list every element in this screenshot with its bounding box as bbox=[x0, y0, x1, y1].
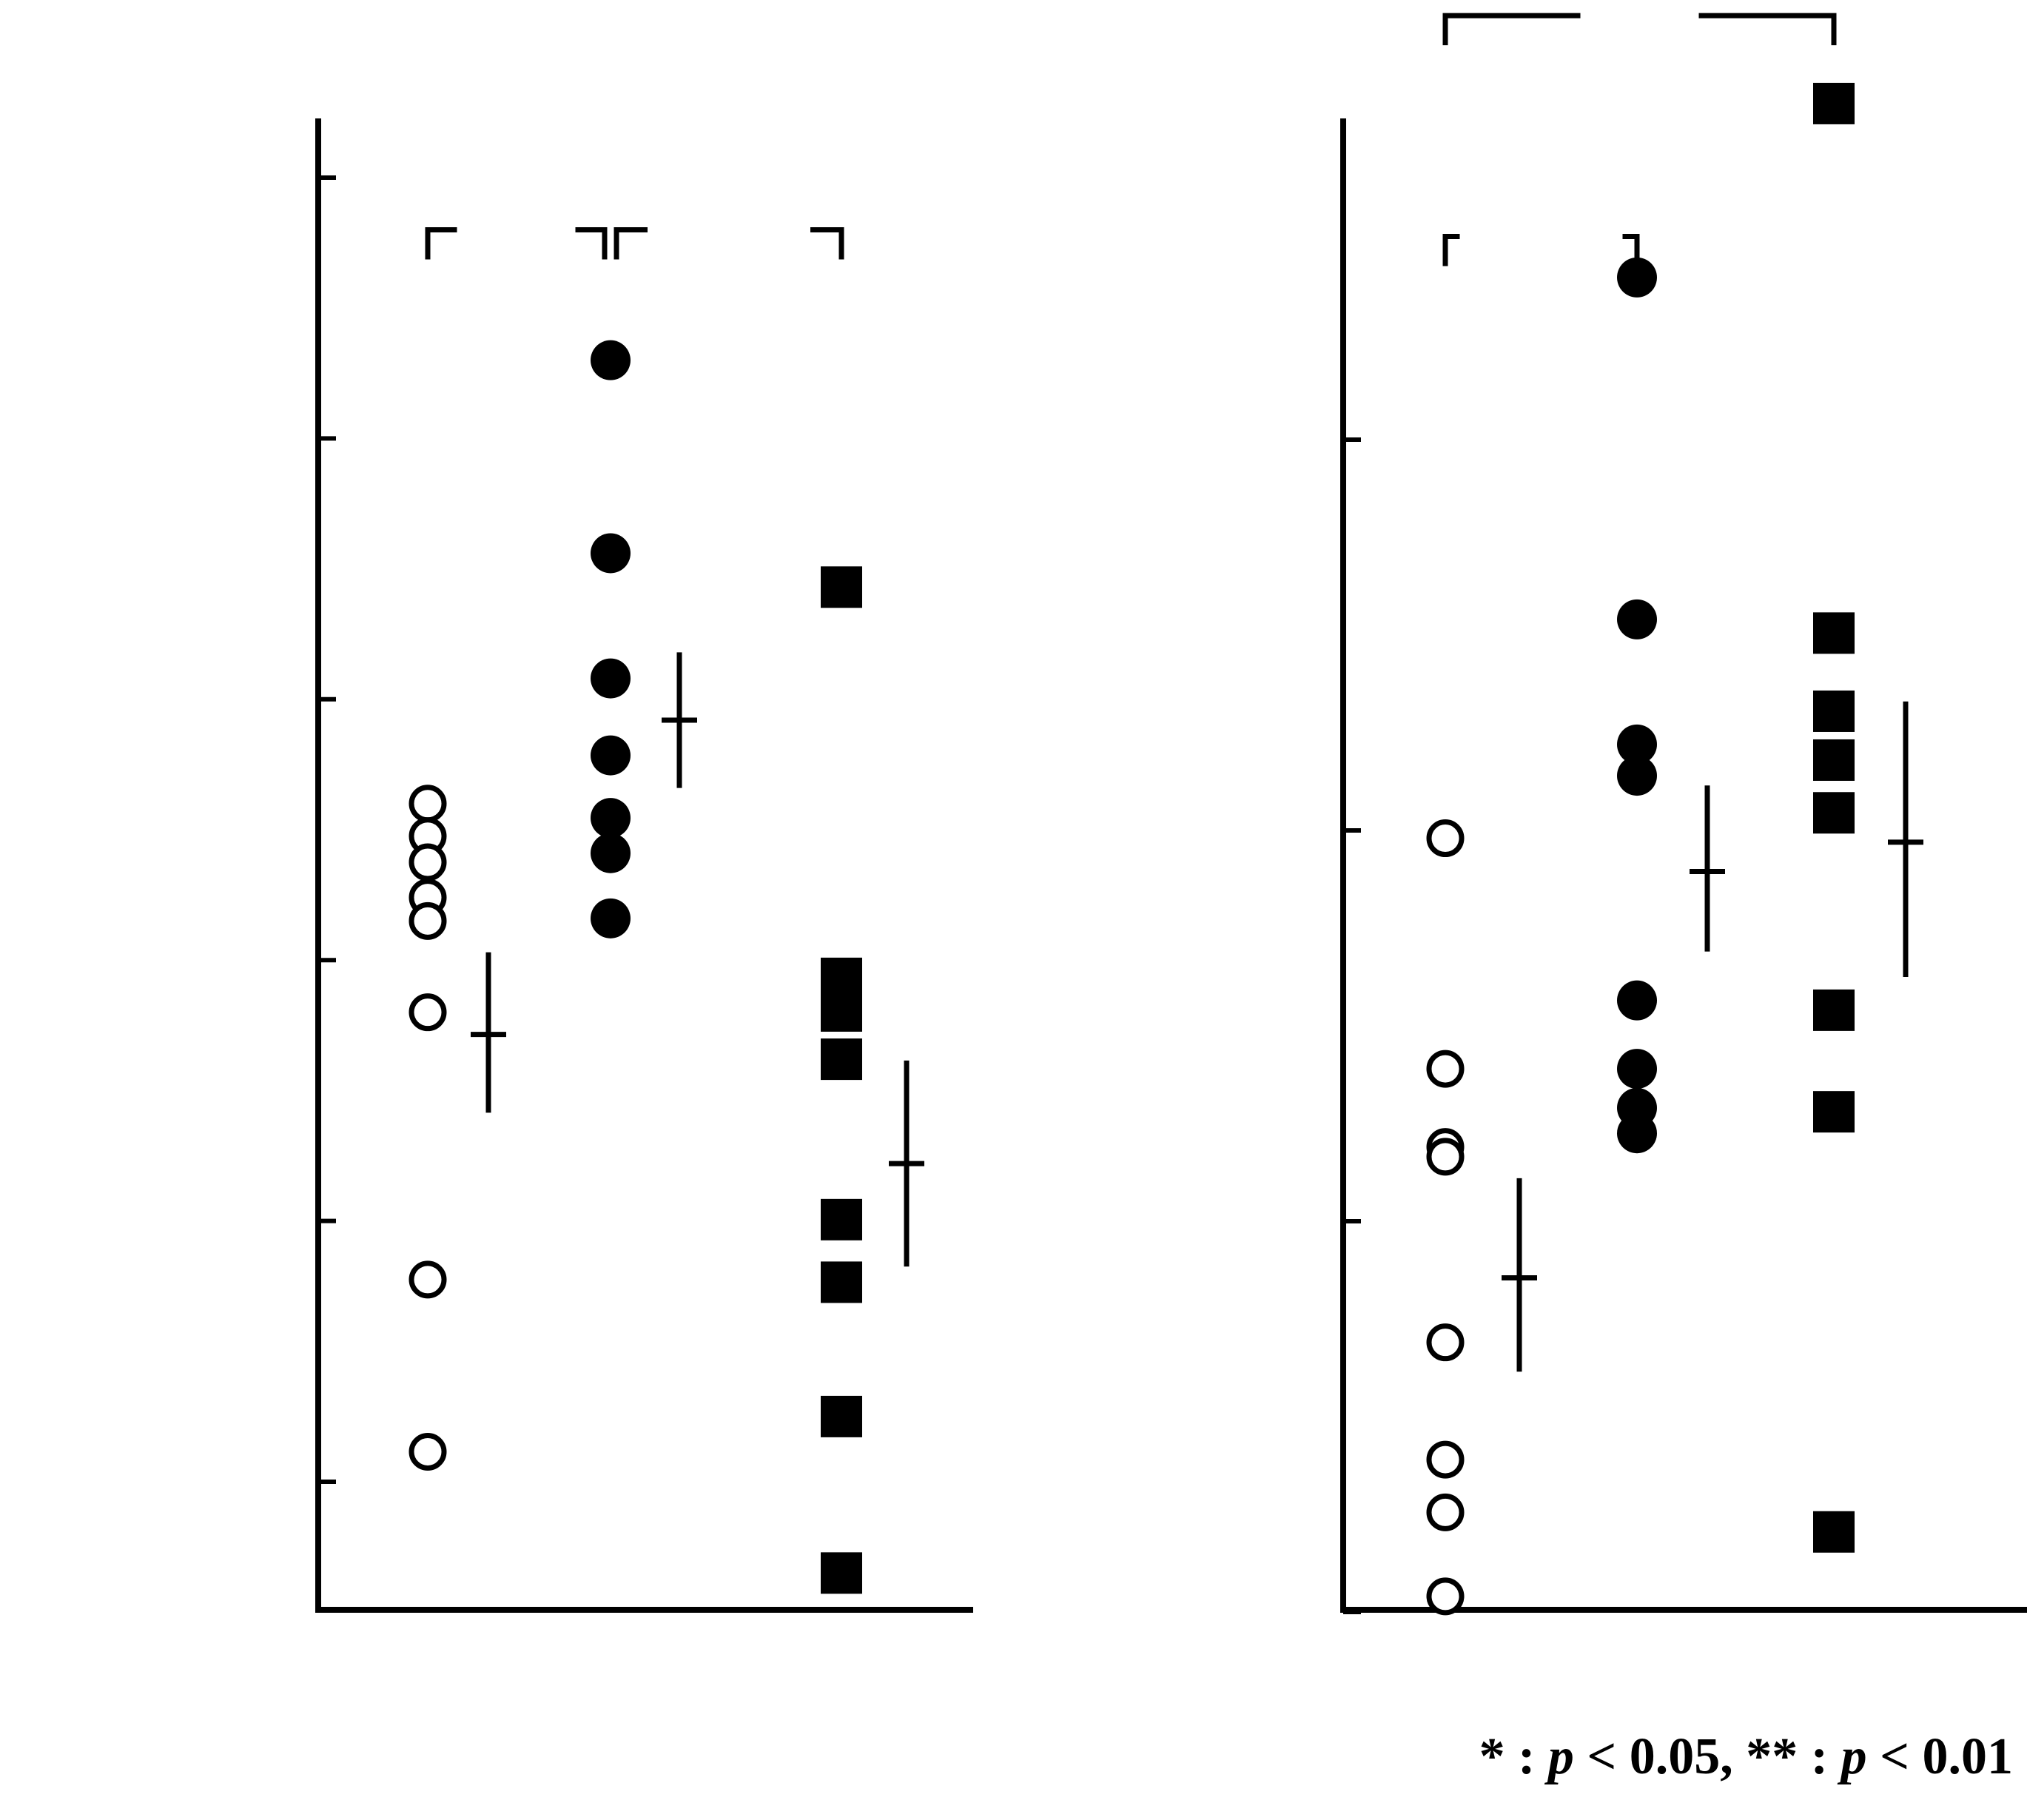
data-point-filled-circle bbox=[1617, 980, 1657, 1021]
data-point-filled-circle bbox=[591, 658, 631, 699]
data-point-filled-square bbox=[1813, 792, 1855, 834]
data-point-open-circle bbox=[409, 785, 447, 823]
data-point-open-circle bbox=[1426, 1323, 1465, 1362]
footnote-text: < 0.05, ** : bbox=[1574, 1728, 1841, 1785]
data-point-open-circle bbox=[409, 843, 447, 882]
panel-b bbox=[1340, 13, 2027, 1616]
data-point-filled-square bbox=[1813, 82, 1855, 124]
data-point-filled-square bbox=[1813, 989, 1855, 1031]
data-point-open-circle bbox=[1426, 1493, 1465, 1531]
significance-footnote: * : p < 0.05, ** : p < 0.01 bbox=[1479, 1728, 2013, 1785]
data-point-filled-circle bbox=[591, 533, 631, 574]
data-point-open-circle bbox=[1426, 1138, 1465, 1176]
data-point-filled-circle bbox=[1617, 1113, 1657, 1154]
data-point-open-circle bbox=[1426, 1577, 1465, 1616]
data-point-filled-circle bbox=[591, 735, 631, 776]
significance-bracket bbox=[425, 226, 608, 260]
data-point-filled-square bbox=[1813, 612, 1855, 654]
data-point-filled-square bbox=[821, 1395, 862, 1437]
data-point-filled-square bbox=[1813, 1091, 1855, 1133]
footnote-p-italic: p bbox=[1544, 1728, 1574, 1785]
data-point-filled-square bbox=[1813, 739, 1855, 781]
data-point-filled-circle bbox=[591, 833, 631, 873]
data-point-filled-circle bbox=[1617, 724, 1657, 765]
data-point-open-circle bbox=[409, 993, 447, 1032]
data-point-filled-square bbox=[821, 1198, 862, 1240]
data-point-filled-circle bbox=[591, 898, 631, 938]
data-point-filled-square bbox=[821, 1261, 862, 1303]
data-point-filled-square bbox=[821, 1552, 862, 1594]
panel-a bbox=[315, 118, 973, 1613]
data-point-filled-circle bbox=[1617, 756, 1657, 796]
data-point-filled-square bbox=[821, 1038, 862, 1081]
data-point-filled-square bbox=[1813, 690, 1855, 732]
data-point-filled-square bbox=[821, 566, 862, 608]
significance-bracket bbox=[614, 226, 844, 260]
footnote-text: < 0.01 bbox=[1867, 1728, 2013, 1785]
significance-bracket bbox=[1442, 13, 1837, 46]
data-point-open-circle bbox=[409, 1432, 447, 1471]
footnote-p-italic: p bbox=[1838, 1728, 1867, 1785]
data-point-filled-circle bbox=[591, 340, 631, 380]
data-point-filled-square bbox=[821, 990, 862, 1032]
data-point-filled-circle bbox=[1617, 257, 1657, 298]
data-point-filled-circle bbox=[591, 798, 631, 839]
data-point-filled-circle bbox=[1617, 599, 1657, 639]
data-point-open-circle bbox=[409, 901, 447, 940]
data-point-open-circle bbox=[1426, 1440, 1465, 1479]
data-point-filled-circle bbox=[1617, 1049, 1657, 1089]
data-point-open-circle bbox=[1426, 1050, 1465, 1088]
data-point-open-circle bbox=[409, 1260, 447, 1299]
footnote-text: * : bbox=[1479, 1728, 1548, 1785]
data-point-filled-square bbox=[1813, 1511, 1855, 1553]
data-point-open-circle bbox=[1426, 819, 1465, 858]
significance-bracket bbox=[1442, 233, 1640, 266]
